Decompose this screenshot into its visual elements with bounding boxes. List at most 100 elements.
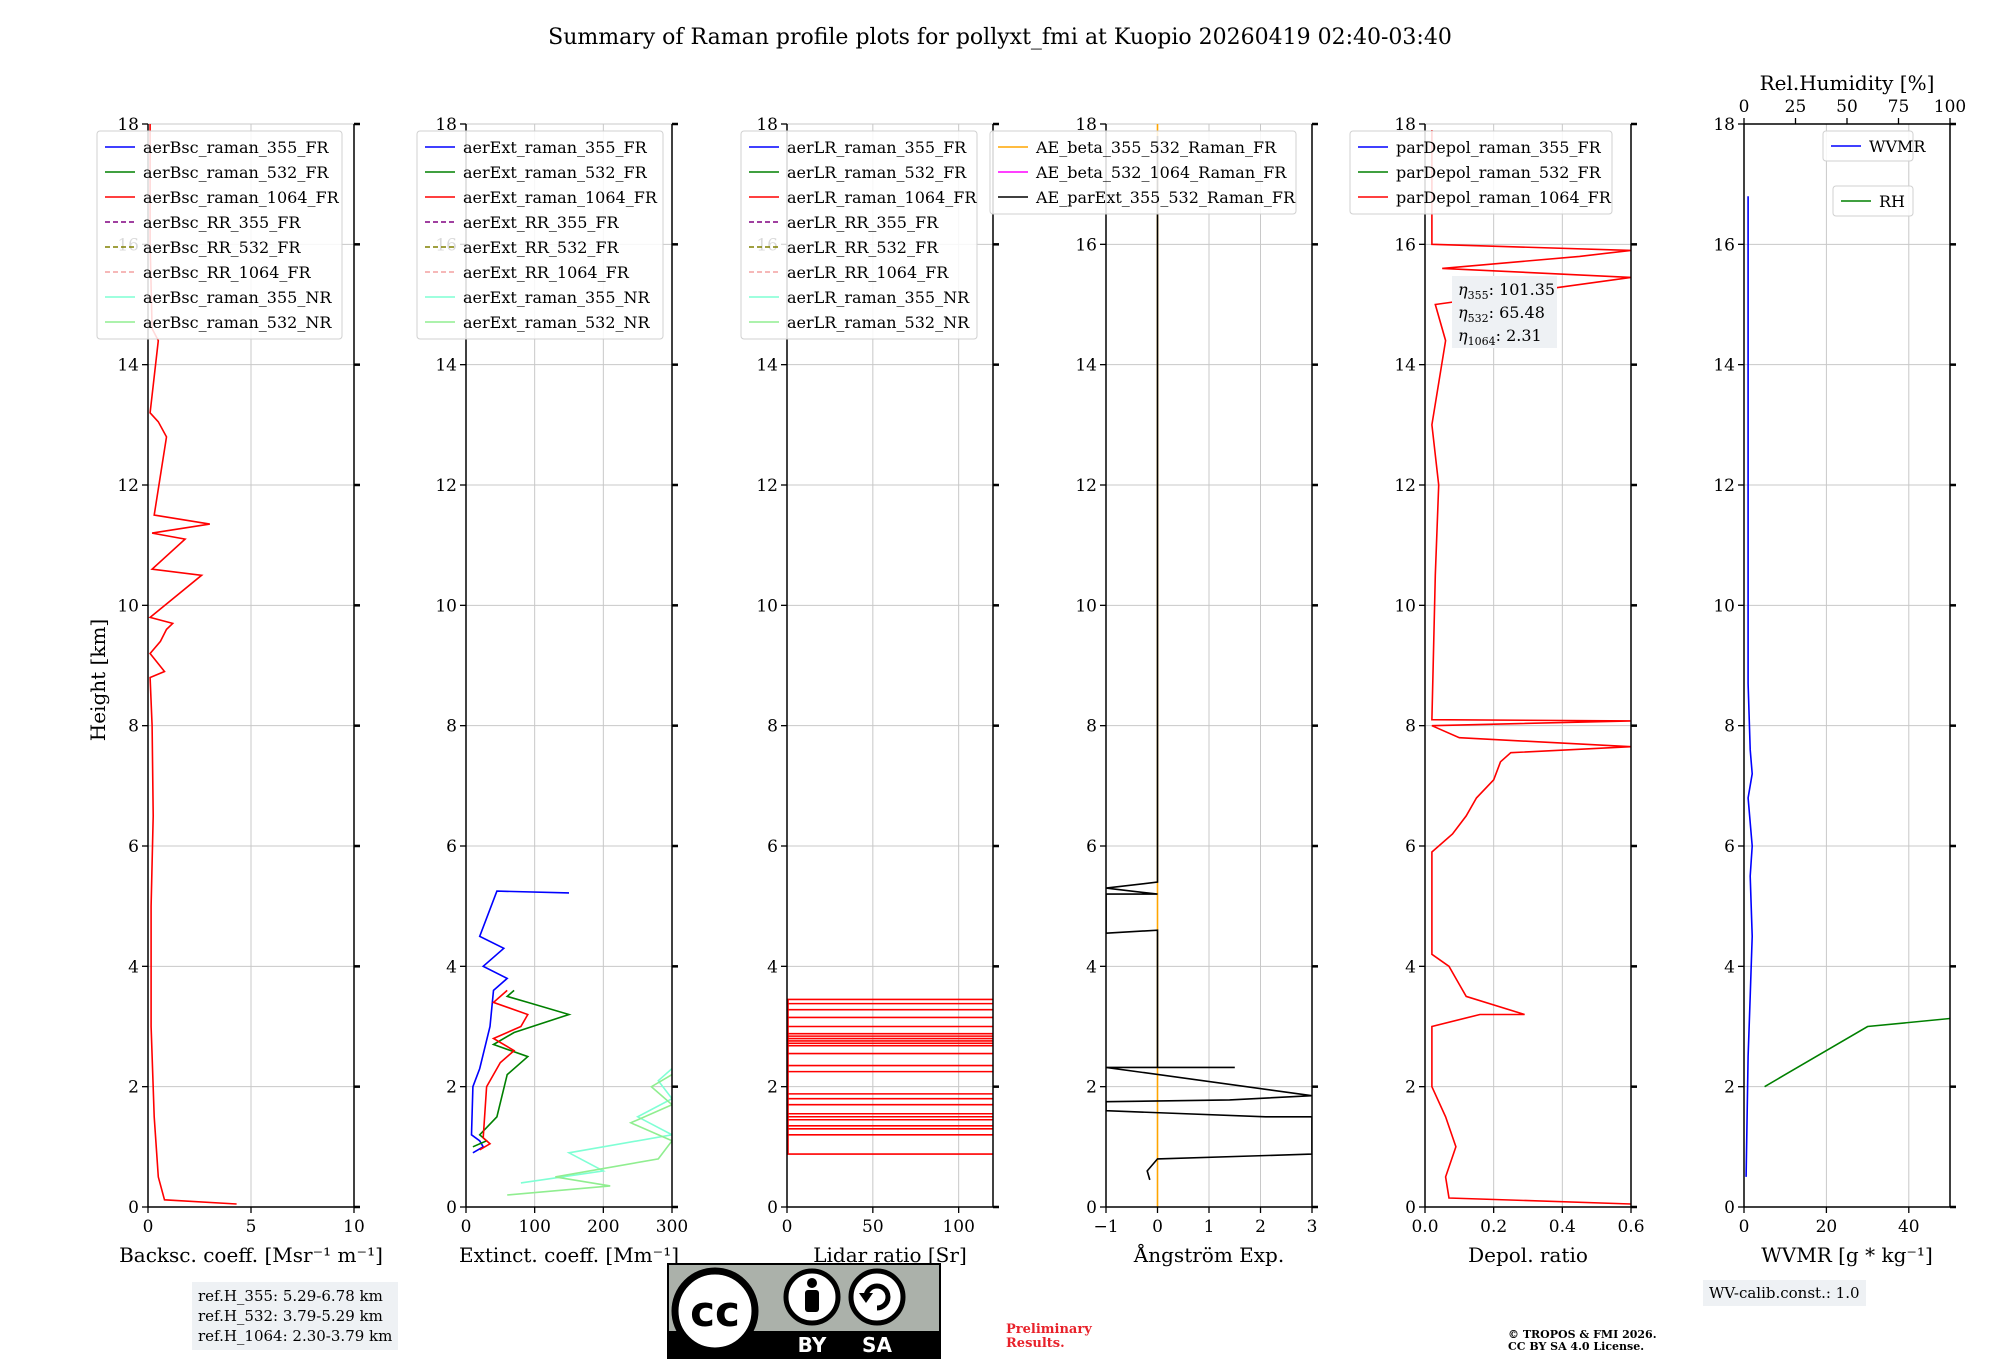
y-tick-label: 6 [1405, 837, 1416, 857]
series-group-bsc [148, 124, 237, 1205]
legend-label: aerLR_RR_532_FR [787, 238, 939, 257]
y-tick-label: 10 [117, 596, 139, 616]
legend-label: aerLR_raman_532_NR [787, 313, 970, 332]
legend-box [989, 130, 1297, 215]
legend-label: aerLR_raman_355_NR [787, 288, 970, 307]
y-tick-label: 8 [1724, 717, 1735, 737]
legend-label: parDepol_raman_355_FR [1396, 138, 1602, 157]
legend-label: aerExt_raman_532_FR [463, 163, 648, 182]
y-tick-label: 18 [435, 115, 457, 135]
y-tick-label: 16 [1075, 235, 1097, 255]
y-tick-label: 16 [1394, 235, 1416, 255]
x-tick-label: 0 [782, 1217, 793, 1237]
eta-label: η1064: 2.31 [1458, 326, 1542, 348]
x-axis-label: Extinct. coeff. [Mm⁻¹] [459, 1243, 679, 1267]
legend-label: aerBsc_raman_355_FR [143, 138, 329, 157]
by-label: BY [798, 1333, 827, 1357]
reference-height-box: ref.H_355: 5.29-6.78 km ref.H_532: 3.79-… [192, 1282, 399, 1350]
sa-icon [848, 1268, 906, 1326]
legend-label: aerBsc_raman_355_NR [143, 288, 332, 307]
wv-calibration-box: WV-calib.const.: 1.0 [1703, 1280, 1866, 1306]
x-axis-label: Ångström Exp. [1133, 1242, 1284, 1267]
legend-label: AE_beta_355_532_Raman_FR [1035, 138, 1277, 157]
y-tick-label: 8 [446, 717, 457, 737]
cc-icon [671, 1267, 759, 1355]
series-group-ae [1106, 124, 1312, 1207]
legend-label: aerBsc_RR_355_FR [143, 213, 301, 232]
sa-label: SA [862, 1333, 892, 1357]
legend-label: aerExt_raman_355_FR [463, 138, 648, 157]
y-tick-label: 12 [435, 476, 457, 496]
legend-label: aerExt_raman_532_NR [463, 313, 651, 332]
copyright-line-2: CC BY SA 4.0 License. [1508, 1340, 1645, 1353]
preliminary-line-2: Results. [1006, 1336, 1065, 1351]
series-line-aerBsc_raman_1064_FR [148, 124, 237, 1205]
eta-label: η532: 65.48 [1458, 303, 1545, 325]
y-tick-label: 8 [128, 717, 139, 737]
y-tick-label: 12 [756, 476, 778, 496]
y-tick-label: 0 [1724, 1198, 1735, 1218]
y-tick-label: 14 [1075, 356, 1097, 376]
cc-by-sa-badge: cc BY SA [667, 1263, 941, 1359]
y-tick-label: 2 [446, 1078, 457, 1098]
x-tick-label: 0 [461, 1217, 472, 1237]
series-line-aerExt_raman_532_FR [472, 989, 572, 1148]
y-tick-label: 2 [767, 1078, 778, 1098]
top-x-tick-label: 25 [1785, 97, 1807, 117]
y-tick-label: 4 [1086, 957, 1097, 977]
y-tick-label: 4 [767, 957, 778, 977]
legend-label: aerExt_RR_1064_FR [463, 263, 630, 282]
y-tick-label: 8 [1405, 717, 1416, 737]
x-tick-label: 1 [1204, 1217, 1215, 1237]
x-tick-label: 5 [246, 1217, 257, 1237]
top-x-axis-label: Rel.Humidity [%] [1760, 71, 1935, 95]
series-group-ext [470, 890, 672, 1196]
preliminary-notice: Preliminary Results. [1006, 1323, 1092, 1351]
x-tick-label: 300 [656, 1217, 688, 1237]
y-tick-label: 18 [1713, 115, 1735, 135]
y-tick-label: 0 [128, 1198, 139, 1218]
y-tick-label: 18 [117, 115, 139, 135]
series-group-wv [1745, 196, 1950, 1177]
y-tick-label: 10 [1713, 596, 1735, 616]
top-x-tick-label: 75 [1888, 97, 1910, 117]
copyright-notice: © TROPOS & FMI 2026. CC BY SA 4.0 Licens… [1508, 1329, 1657, 1353]
y-tick-label: 2 [1724, 1078, 1735, 1098]
x-axis-label: Backsc. coeff. [Msr⁻¹ m⁻¹] [119, 1243, 383, 1267]
series-group-lr [787, 998, 993, 1155]
series-line-WVMR [1745, 196, 1754, 1177]
panels-group: 0246810121416180510Backsc. coeff. [Msr⁻¹… [96, 71, 1966, 1267]
y-tick-label: 0 [1086, 1198, 1097, 1218]
panel-ext: 0246810121416180100200300Extinct. coeff.… [416, 115, 688, 1267]
x-axis-label: WVMR [g * kg⁻¹] [1761, 1243, 1933, 1267]
y-tick-label: 10 [756, 596, 778, 616]
y-tick-label: 6 [446, 837, 457, 857]
preliminary-line-1: Preliminary [1006, 1322, 1092, 1337]
y-tick-label: 12 [1394, 476, 1416, 496]
legend-label: aerExt_raman_1064_FR [463, 188, 658, 207]
x-axis-label: Depol. ratio [1468, 1243, 1588, 1267]
y-tick-label: 14 [756, 356, 778, 376]
y-tick-label: 4 [128, 957, 139, 977]
refh-1064: ref.H_1064: 2.30-3.79 km [198, 1327, 393, 1345]
y-tick-label: 0 [1405, 1198, 1416, 1218]
figure-title: Summary of Raman profile plots for polly… [548, 25, 1452, 50]
legend-label: aerBsc_RR_1064_FR [143, 263, 312, 282]
legend-box [1822, 130, 1914, 162]
x-tick-label: 200 [587, 1217, 619, 1237]
legend-label: WVMR [1869, 137, 1926, 156]
y-tick-label: 6 [128, 837, 139, 857]
y-tick-label: 18 [756, 115, 778, 135]
x-tick-label: 2 [1255, 1217, 1266, 1237]
y-tick-label: 2 [128, 1078, 139, 1098]
legend-box [1349, 130, 1613, 215]
panel-bsc: 0246810121416180510Backsc. coeff. [Msr⁻¹… [96, 115, 383, 1267]
legend-box [96, 130, 343, 340]
panel-lr: 024681012141618050100Lidar ratio [Sr]aer… [740, 115, 999, 1267]
series-line-aerExt_raman_355_NR [520, 1068, 672, 1184]
x-tick-label: 50 [862, 1217, 884, 1237]
legend-label: aerExt_RR_532_FR [463, 238, 620, 257]
y-tick-label: 8 [1086, 717, 1097, 737]
